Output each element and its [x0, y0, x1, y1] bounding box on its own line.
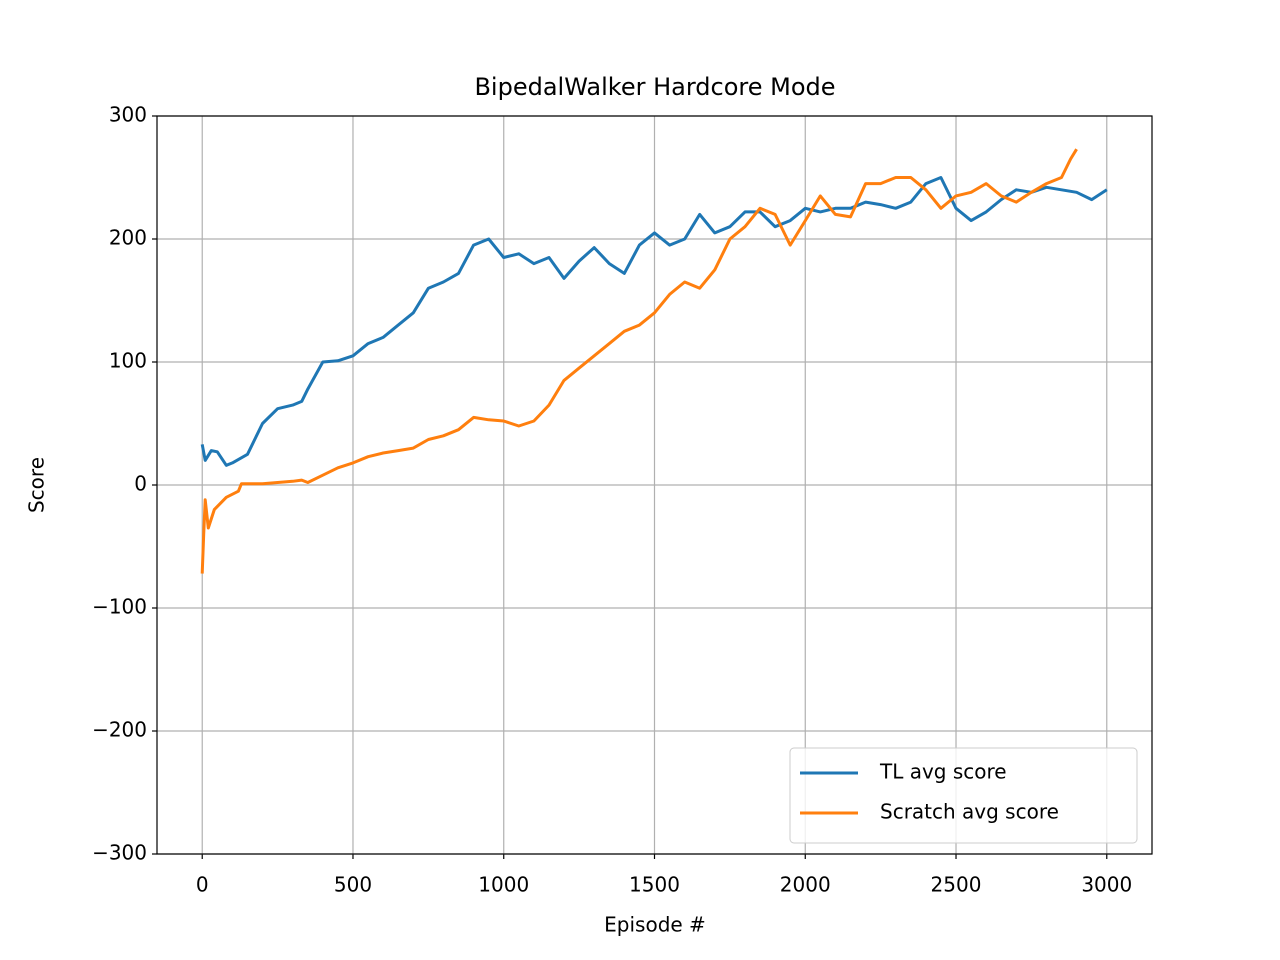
y-tick-label: −300	[92, 841, 147, 865]
plot-frame	[156, 115, 1153, 855]
x-tick-label: 2500	[931, 873, 982, 897]
y-axis-label: Score	[25, 457, 49, 513]
x-tick-label: 2000	[780, 873, 831, 897]
chart-title: BipedalWalker Hardcore Mode	[474, 73, 835, 101]
y-tick-label: 300	[109, 103, 147, 127]
x-axis-label: Episode #	[604, 913, 706, 937]
y-tick-label: 0	[134, 472, 147, 496]
y-tick-label: −100	[92, 595, 147, 619]
x-tick-label: 500	[334, 873, 372, 897]
y-tick-label: 100	[109, 349, 147, 373]
x-tick-label: 1500	[629, 873, 680, 897]
series-line	[200, 148, 1078, 574]
x-tick-label: 3000	[1081, 873, 1132, 897]
y-tick-label: −200	[92, 718, 147, 742]
legend-label: Scratch avg score	[880, 800, 1059, 824]
x-tick-label: 1000	[478, 873, 529, 897]
legend-box	[789, 747, 1138, 844]
series-line	[200, 176, 1108, 467]
x-tick-label: 0	[196, 873, 209, 897]
y-tick-label: 200	[109, 226, 147, 250]
legend-label: TL avg score	[879, 760, 1007, 784]
